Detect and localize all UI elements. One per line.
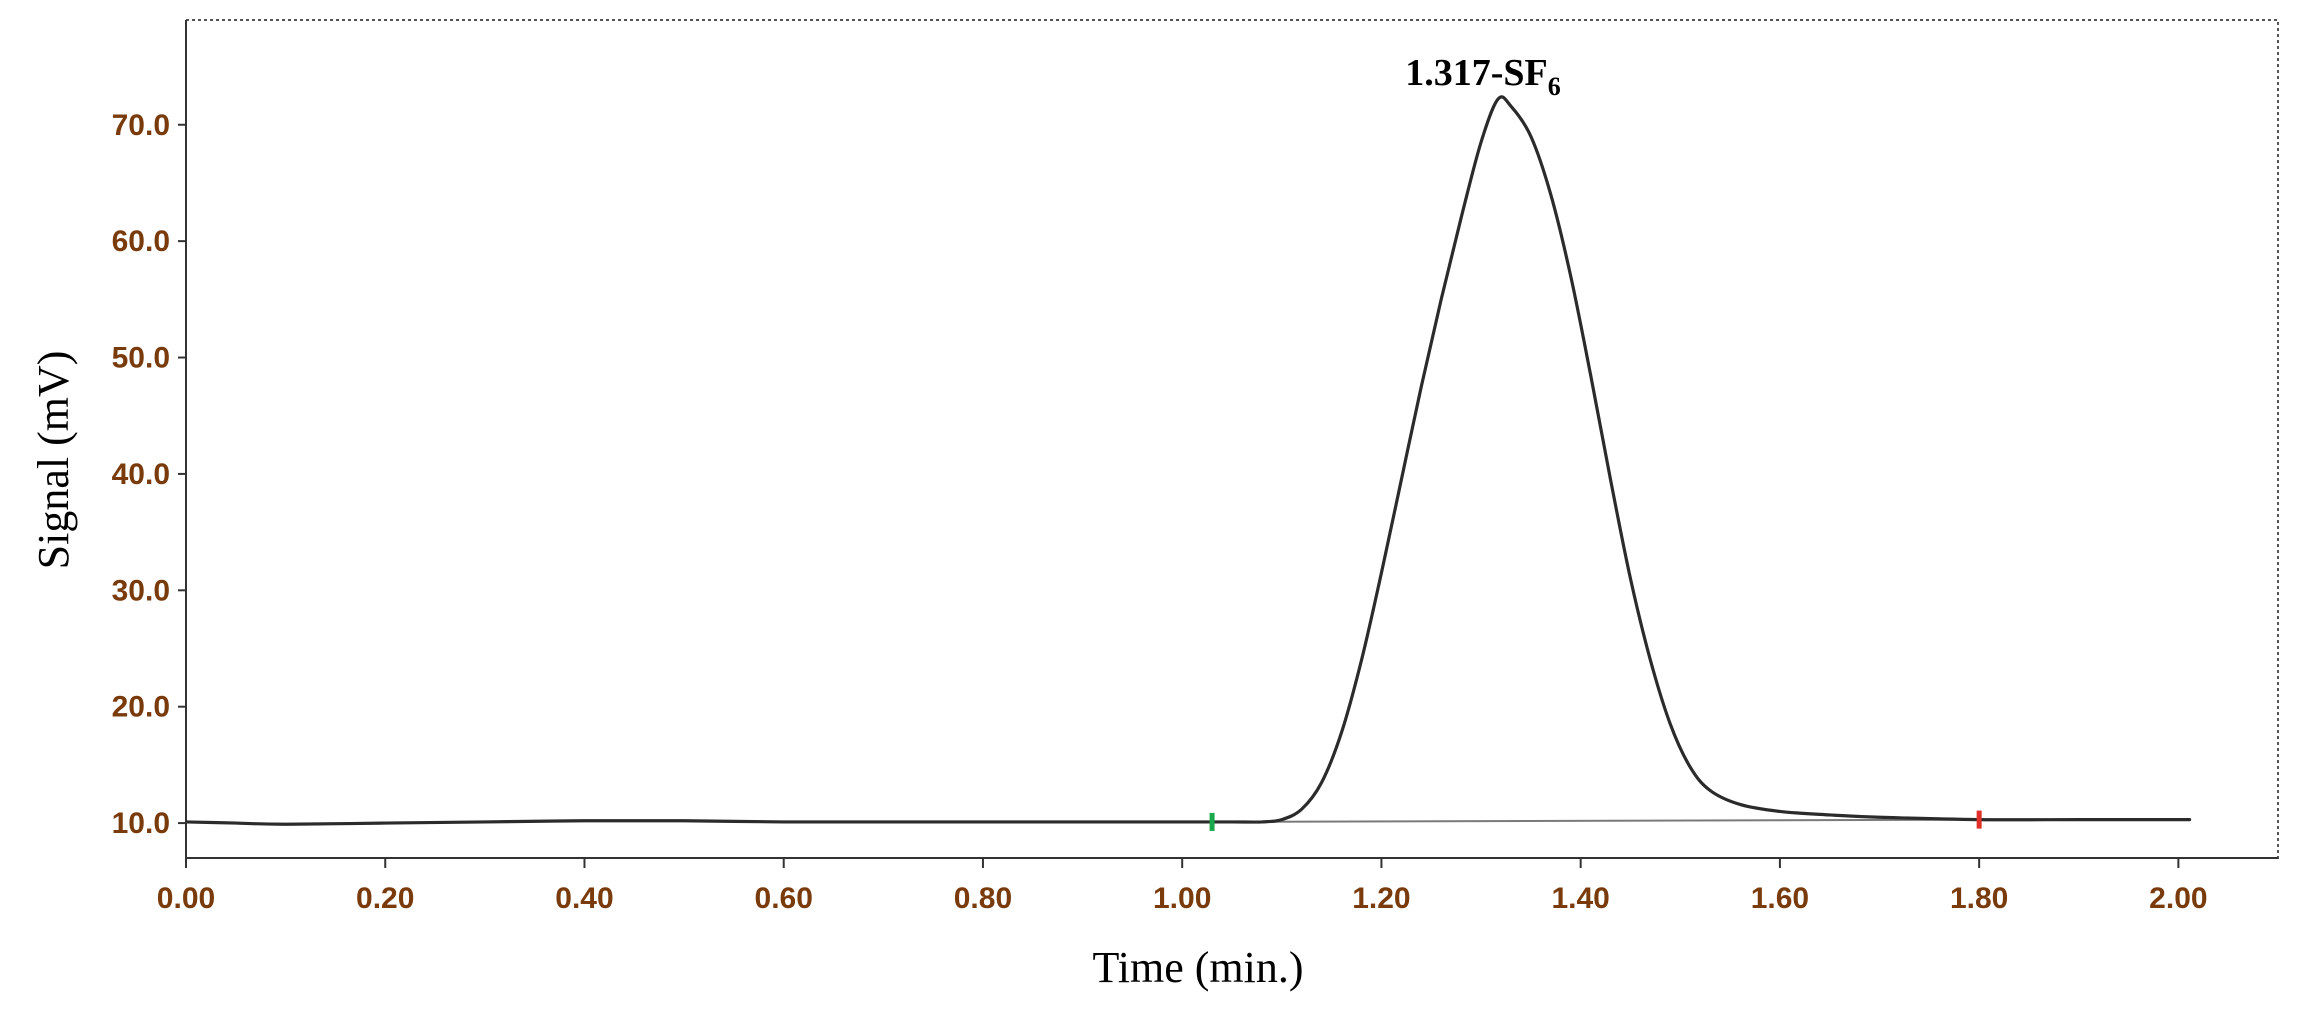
plot-area-border: [185, 19, 2279, 859]
x-axis-title: Time (min.): [1092, 943, 1303, 992]
x-tick-label: 0.60: [755, 882, 813, 915]
y-axis-title: Signal (mV): [29, 351, 78, 570]
peak-label-main: 1.317-SF: [1405, 52, 1548, 94]
y-axis-ticks: 10.0 20.0 30.0 40.0 50.0 60.0 70.0: [112, 109, 186, 840]
x-tick-label: 1.60: [1751, 882, 1809, 915]
series-group: [185, 95, 2192, 826]
series-line-0: [185, 95, 2192, 826]
y-tick-label: 10.0: [112, 807, 170, 840]
peak-label-subscript: 6: [1548, 72, 1561, 101]
x-tick-label: 1.20: [1352, 882, 1410, 915]
x-tick-label: 0.20: [356, 882, 414, 915]
x-tick-label: 2.00: [2149, 882, 2207, 915]
y-tick-label: 70.0: [112, 109, 170, 142]
baseline-line: [1212, 818, 1980, 823]
y-tick-label: 40.0: [112, 458, 170, 491]
x-tick-label: 1.00: [1153, 882, 1211, 915]
x-tick-label: 1.40: [1551, 882, 1609, 915]
integration-markers: [1209, 810, 1982, 831]
x-tick-label: 1.80: [1950, 882, 2008, 915]
y-tick-label: 50.0: [112, 342, 170, 375]
x-tick-label: 0.00: [157, 882, 215, 915]
x-tick-label: 0.80: [954, 882, 1012, 915]
x-axis-ticks: 0.00 0.20 0.40 0.60 0.80 1.00 1.20 1.40 1.60 1.80…: [157, 858, 2208, 915]
y-tick-label: 20.0: [112, 691, 170, 724]
peak-label: 1.317-SF6: [1405, 52, 1561, 101]
y-tick-label: 30.0: [112, 574, 170, 607]
x-tick-label: 0.40: [555, 882, 613, 915]
y-tick-label: 60.0: [112, 225, 170, 258]
